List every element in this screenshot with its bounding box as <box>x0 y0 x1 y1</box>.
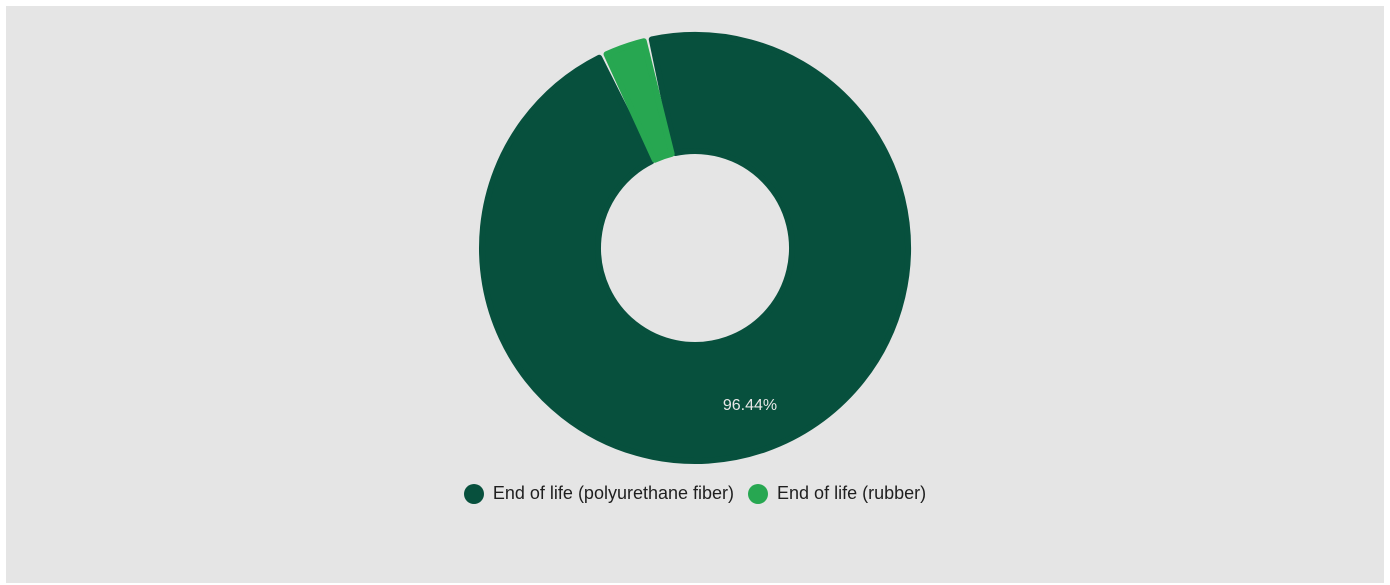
legend-item-rubber[interactable]: End of life (rubber) <box>748 483 926 504</box>
legend-label-polyurethane-fiber: End of life (polyurethane fiber) <box>492 483 735 503</box>
donut-chart: 96.44% <box>479 32 911 464</box>
donut-data-label-0: 96.44% <box>723 397 777 414</box>
donut-slice-0[interactable] <box>479 32 911 464</box>
legend-swatch-rubber <box>748 483 769 504</box>
legend-item-polyurethane-fiber[interactable]: End of life (polyurethane fiber) <box>463 483 735 504</box>
chart-legend: End of life (polyurethane fiber) End of … <box>6 483 1384 504</box>
legend-label-rubber: End of life (rubber) <box>777 483 927 503</box>
donut-slices <box>479 32 911 464</box>
donut-labels: 96.44% <box>723 397 777 414</box>
donut-slice-1[interactable] <box>603 38 675 163</box>
chart-panel: 96.44% End of life (polyurethane fiber) … <box>6 6 1384 583</box>
legend-swatch-polyurethane-fiber <box>463 483 484 504</box>
